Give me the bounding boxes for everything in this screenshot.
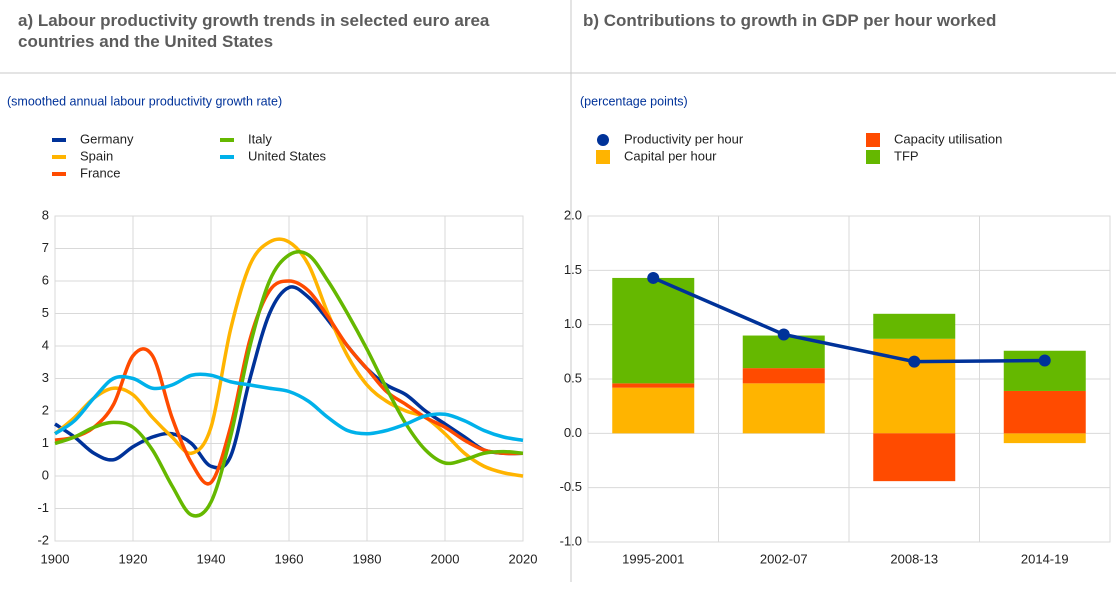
y-tick-label: 2 xyxy=(42,402,49,417)
legend-label: France xyxy=(80,165,120,180)
y-tick-label: 1 xyxy=(42,435,49,450)
x-tick-label: 2000 xyxy=(431,551,460,566)
y-tick-label: -2 xyxy=(37,532,49,547)
legend-label: United States xyxy=(248,148,327,163)
series-line xyxy=(54,279,524,486)
legend-label: Productivity per hour xyxy=(624,131,744,146)
bar-segment xyxy=(873,338,956,434)
legend-swatch xyxy=(596,150,610,164)
x-tick-label: 1960 xyxy=(275,551,304,566)
y-tick-label: 6 xyxy=(42,272,49,287)
y-tick-label: 2.0 xyxy=(564,207,582,222)
y-tick-label: 1.0 xyxy=(564,316,582,331)
x-tick-label: 1980 xyxy=(353,551,382,566)
series-line xyxy=(54,372,524,442)
legend-label: Capacity utilisation xyxy=(894,131,1002,146)
chart-title: a) Labour productivity growth trends in … xyxy=(18,11,490,51)
y-tick-label: 4 xyxy=(42,337,49,352)
bar-segment xyxy=(873,433,956,482)
x-tick-label: 1920 xyxy=(119,551,148,566)
point xyxy=(908,355,921,368)
bar-segment xyxy=(742,383,825,434)
y-tick-label: 7 xyxy=(42,240,49,255)
bar-segment xyxy=(612,383,695,388)
x-tick-label: 2008-13 xyxy=(890,551,938,566)
y-tick-label: -0.5 xyxy=(560,479,582,494)
x-tick-label: 1995-2001 xyxy=(622,551,684,566)
legend-label: TFP xyxy=(894,148,919,163)
point xyxy=(647,271,660,284)
series-line xyxy=(652,276,1045,364)
y-tick-label: 0.5 xyxy=(564,370,582,385)
y-tick-label: 8 xyxy=(42,207,49,222)
bar-segment xyxy=(1003,433,1086,444)
x-tick-label: 1900 xyxy=(41,551,70,566)
y-tick-label: -1.0 xyxy=(560,533,582,548)
x-tick-label: 1940 xyxy=(197,551,226,566)
legend-label: Spain xyxy=(80,148,113,163)
legend-label: Italy xyxy=(248,131,272,146)
y-tick-label: -1 xyxy=(37,500,49,515)
bar-segment xyxy=(873,313,956,339)
bar-segment xyxy=(742,368,825,384)
legend-label: Capital per hour xyxy=(624,148,717,163)
legend-label: Germany xyxy=(80,131,134,146)
x-tick-label: 2002-07 xyxy=(760,551,808,566)
y-tick-label: 3 xyxy=(42,370,49,385)
y-tick-label: 0.0 xyxy=(564,425,582,440)
x-tick-label: 2014-19 xyxy=(1021,551,1069,566)
point xyxy=(1038,354,1051,367)
y-tick-label: 1.5 xyxy=(564,262,582,277)
legend-swatch xyxy=(597,134,609,146)
bar-segment xyxy=(612,277,695,384)
series-line xyxy=(54,250,524,518)
series-line xyxy=(53,237,524,478)
bar-segment xyxy=(1003,390,1086,434)
subtitle: (percentage points) xyxy=(580,94,688,108)
y-tick-label: 5 xyxy=(42,305,49,320)
bar-segment xyxy=(612,387,695,434)
subtitle: (smoothed annual labour productivity gro… xyxy=(7,94,282,108)
y-tick-label: 0 xyxy=(42,467,49,482)
legend-swatch xyxy=(866,133,880,147)
series-line xyxy=(54,285,524,470)
chart-title: b) Contributions to growth in GDP per ho… xyxy=(583,11,997,30)
x-tick-label: 2020 xyxy=(509,551,538,566)
point xyxy=(777,328,790,341)
legend-swatch xyxy=(866,150,880,164)
